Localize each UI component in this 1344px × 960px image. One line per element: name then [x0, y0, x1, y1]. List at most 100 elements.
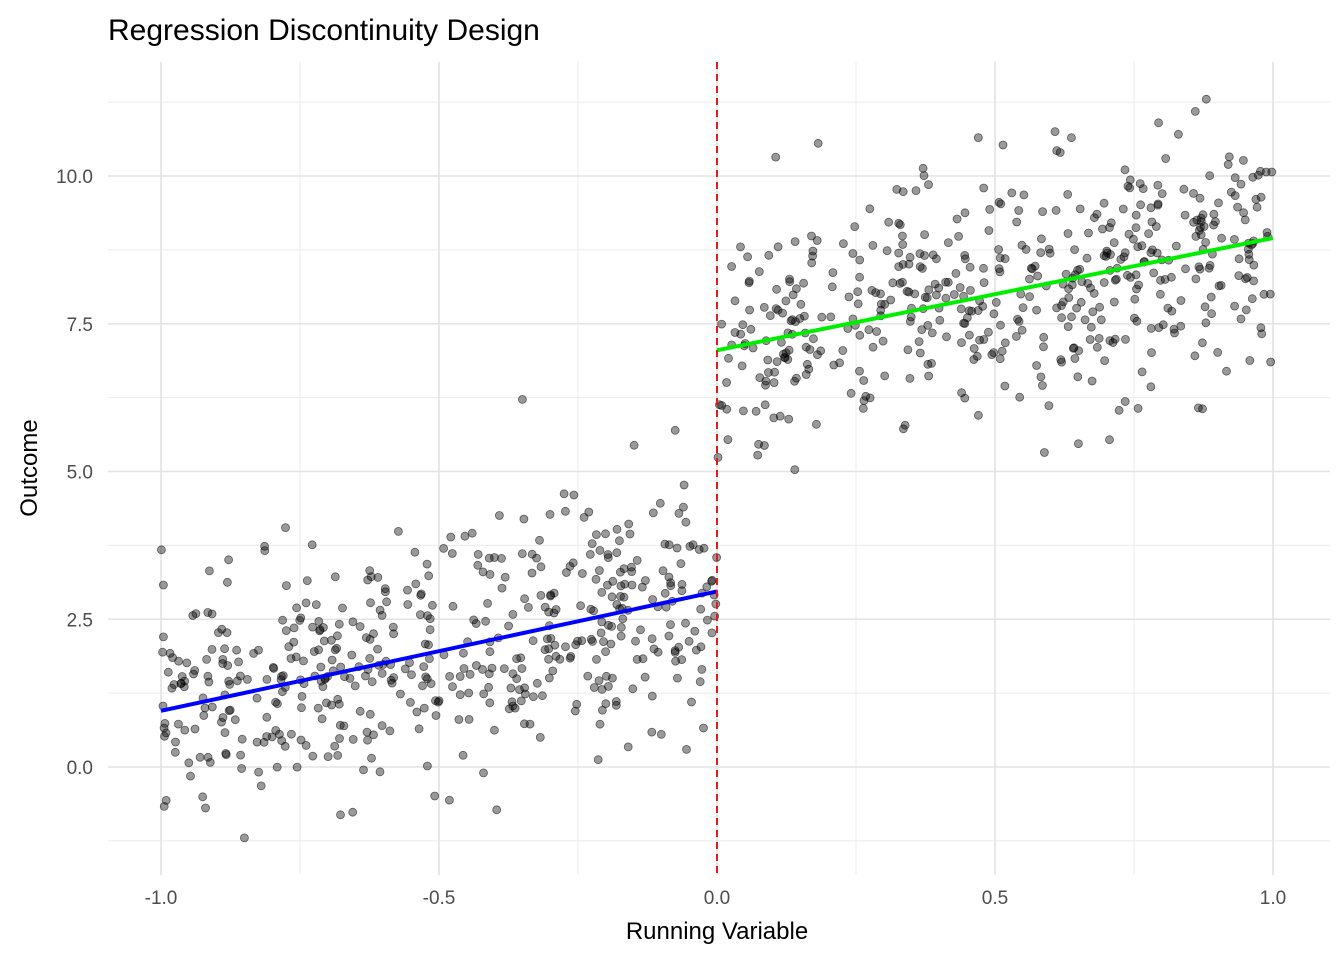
data-point-left — [606, 639, 616, 649]
data-point-right — [760, 400, 770, 410]
data-point-left — [500, 572, 510, 582]
data-point-right — [1266, 357, 1276, 367]
data-point-right — [1123, 270, 1132, 280]
data-point-left — [297, 692, 307, 701]
data-point-left — [565, 653, 575, 663]
data-point-left — [624, 519, 634, 529]
data-point-left — [297, 703, 306, 713]
data-point-right — [991, 297, 1001, 307]
data-point-left — [691, 645, 701, 655]
data-point-left — [615, 536, 624, 546]
data-point-right — [960, 254, 970, 264]
data-point-left — [515, 685, 524, 694]
data-point-left — [424, 640, 433, 650]
data-point-left — [224, 706, 234, 715]
data-point-left — [655, 498, 665, 508]
data-point-right — [924, 285, 934, 295]
data-point-left — [165, 648, 175, 658]
data-point-right — [1050, 127, 1060, 137]
data-point-right — [943, 277, 953, 287]
data-point-right — [1136, 200, 1145, 210]
data-point-right — [746, 324, 756, 334]
data-point-left — [445, 672, 455, 681]
data-point-right — [1234, 254, 1244, 264]
data-point-left — [681, 618, 690, 628]
data-point-right — [1213, 347, 1223, 357]
data-point-left — [631, 636, 640, 646]
data-point-right — [1209, 209, 1219, 219]
data-point-left — [707, 628, 717, 638]
data-point-left — [532, 553, 541, 563]
data-point-left — [237, 734, 247, 744]
data-point-left — [348, 807, 358, 817]
data-point-right — [1161, 154, 1171, 163]
data-point-left — [425, 614, 435, 624]
data-point-left — [589, 606, 598, 616]
data-point-left — [648, 595, 657, 604]
data-point-right — [1121, 334, 1130, 344]
data-point-right — [759, 302, 769, 312]
data-point-left — [382, 597, 392, 607]
data-point-right — [724, 353, 733, 363]
data-point-left — [335, 734, 344, 743]
data-point-right — [1080, 315, 1090, 325]
data-point-right — [1226, 187, 1236, 197]
data-point-right — [1000, 381, 1010, 391]
data-point-left — [365, 654, 375, 663]
data-point-left — [249, 649, 259, 658]
data-point-right — [1253, 170, 1263, 180]
data-point-right — [1257, 329, 1267, 339]
data-point-left — [670, 425, 680, 435]
data-point-right — [1205, 171, 1215, 181]
data-point-right — [1106, 218, 1116, 228]
data-point-right — [1094, 333, 1104, 343]
data-point-left — [232, 676, 242, 686]
data-point-right — [760, 441, 769, 450]
data-point-left — [520, 719, 529, 729]
data-point-right — [952, 214, 962, 224]
data-point-left — [471, 661, 481, 670]
data-point-right — [1131, 210, 1141, 220]
data-point-right — [723, 435, 733, 445]
data-point-left — [473, 550, 483, 559]
data-point-right — [865, 204, 875, 214]
data-point-left — [334, 619, 344, 629]
data-point-right — [828, 268, 838, 278]
data-point-right — [915, 348, 925, 358]
data-point-right — [894, 262, 904, 272]
data-point-left — [272, 762, 282, 772]
data-point-left — [694, 545, 704, 554]
data-point-right — [996, 199, 1006, 209]
data-point-left — [403, 585, 412, 595]
data-point-right — [1230, 234, 1239, 244]
data-point-left — [512, 654, 521, 664]
data-point-left — [412, 707, 422, 717]
data-point-left — [281, 523, 290, 532]
data-point-left — [171, 737, 180, 747]
data-point-right — [1154, 323, 1164, 333]
data-point-left — [362, 727, 372, 737]
data-point-left — [696, 604, 706, 614]
data-point-right — [1149, 268, 1159, 278]
data-point-left — [220, 644, 230, 654]
data-point-left — [640, 672, 650, 682]
data-point-right — [792, 373, 801, 383]
data-point-right — [802, 359, 812, 369]
data-point-left — [307, 540, 317, 550]
data-point-left — [550, 640, 560, 650]
data-point-left — [278, 671, 288, 680]
data-point-right — [1109, 238, 1119, 248]
data-point-left — [239, 833, 249, 843]
data-point-left — [365, 709, 375, 719]
data-point-right — [1105, 223, 1114, 232]
data-point-left — [335, 720, 345, 730]
data-point-left — [707, 576, 716, 586]
data-point-left — [532, 678, 542, 688]
data-point-right — [861, 391, 871, 401]
data-point-right — [1211, 217, 1220, 227]
data-point-right — [771, 152, 781, 162]
data-point-left — [684, 636, 694, 646]
data-point-right — [1067, 312, 1076, 322]
data-point-left — [400, 664, 410, 674]
data-point-left — [459, 664, 469, 673]
